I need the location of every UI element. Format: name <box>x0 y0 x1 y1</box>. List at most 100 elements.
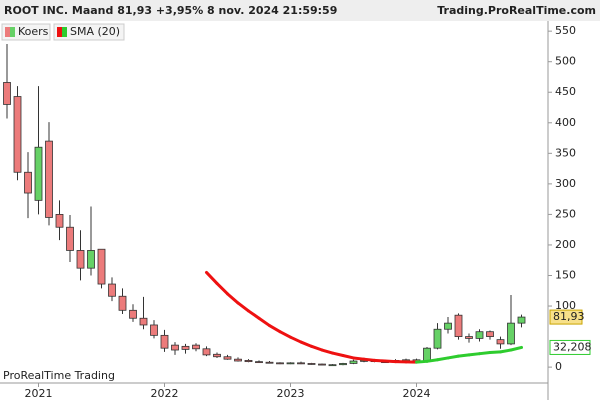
legend-label: Koers <box>18 25 49 38</box>
candle-body <box>34 146 43 201</box>
sma-segment <box>257 316 271 328</box>
candle-body <box>297 362 305 365</box>
sma-segment <box>478 350 492 356</box>
candle-body <box>475 331 484 339</box>
sma-segment <box>509 345 523 352</box>
candle-body <box>454 314 463 337</box>
legend-icon <box>10 27 15 37</box>
sma-segment <box>268 324 282 334</box>
candle-body <box>87 250 95 269</box>
sma-segment <box>362 357 376 362</box>
y-tick-label: 250 <box>555 207 576 220</box>
candle-body <box>318 363 326 366</box>
candle-body <box>66 226 74 251</box>
sma-segment <box>415 359 429 364</box>
y-tick-label: 350 <box>555 146 576 159</box>
sma-segment <box>215 281 229 296</box>
candle-body <box>276 362 284 365</box>
sma-segment <box>436 356 450 362</box>
candle-body <box>223 356 232 360</box>
candle-body <box>171 344 179 351</box>
y-tick-label: 300 <box>555 177 576 190</box>
header-bar <box>0 0 600 21</box>
candle-body <box>97 248 106 285</box>
sma-segment <box>425 358 439 363</box>
candle-body <box>339 363 347 366</box>
candle-body <box>181 345 190 350</box>
candle-body <box>328 364 337 367</box>
candle-body <box>202 348 211 356</box>
last-sma-box <box>549 339 591 355</box>
y-tick-label: 0 <box>555 360 562 373</box>
candle-body <box>129 309 137 319</box>
sma-segment <box>278 330 292 339</box>
legend-box <box>53 23 125 41</box>
sma-segment <box>457 353 471 358</box>
candle-body <box>349 360 358 364</box>
candle-body <box>286 362 295 365</box>
x-tick-label: 2021 <box>25 387 53 400</box>
last-price-label: 81,93 <box>553 310 585 323</box>
sma-segment <box>289 335 303 344</box>
sma-segment <box>373 358 387 363</box>
candle-body <box>265 361 274 364</box>
sma-segment <box>488 350 502 354</box>
candle-body <box>517 316 526 324</box>
candle-body <box>465 336 473 339</box>
sma-segment <box>205 270 219 285</box>
y-tick-label: 150 <box>555 268 576 281</box>
sma-segment <box>320 348 334 355</box>
y-tick-label: 400 <box>555 116 576 129</box>
candle-body <box>108 283 116 297</box>
candle-body <box>307 363 316 365</box>
sma-segment <box>236 301 250 313</box>
candle-body <box>244 359 253 363</box>
y-tick-label: 550 <box>555 24 576 37</box>
candle-body <box>55 214 64 228</box>
watermark: ProRealTime Trading <box>3 369 115 382</box>
candle-body <box>139 317 148 326</box>
candle-body <box>118 295 127 311</box>
header-source: Trading.ProRealTime.com <box>437 4 596 17</box>
candle-body <box>160 334 169 349</box>
candle-body <box>24 171 32 194</box>
sma-segment <box>446 354 460 360</box>
sma-segment <box>247 309 261 320</box>
plot-area <box>3 43 526 367</box>
candle-body <box>486 331 494 337</box>
sma-segment <box>331 351 345 358</box>
sma-segment <box>310 344 324 352</box>
sma-segment <box>499 348 513 354</box>
candle-body <box>192 344 200 350</box>
candle-body <box>444 322 452 330</box>
candle-body <box>234 358 242 362</box>
candle-body <box>433 328 442 349</box>
candle-body <box>423 347 431 362</box>
y-tick-label: 500 <box>555 55 576 68</box>
candle-body <box>13 96 22 173</box>
x-tick-label: 2022 <box>151 387 179 400</box>
sma-segment <box>352 356 366 361</box>
candle-body <box>76 250 85 269</box>
sma-segment <box>467 352 481 357</box>
sma-segment <box>383 359 397 364</box>
y-tick-label: 450 <box>555 85 576 98</box>
legend-icon <box>57 27 62 37</box>
candle-body <box>496 339 505 345</box>
candle-body <box>150 324 158 336</box>
y-tick-label: 200 <box>555 238 576 251</box>
header-title: ROOT INC. Maand 81,93 +3,95% 8 nov. 2024… <box>4 4 337 17</box>
legend-icon <box>5 27 10 37</box>
last-sma-label: 32,208 <box>553 340 592 353</box>
candle-body <box>3 82 11 105</box>
candle-body <box>213 353 221 358</box>
candle-body <box>507 322 515 345</box>
candle-body <box>255 361 263 364</box>
x-tick-label: 2024 <box>403 387 431 400</box>
legend-label: SMA (20) <box>70 25 120 38</box>
candle-body <box>45 140 53 218</box>
sma-segment <box>299 340 313 348</box>
legend-icon <box>62 27 67 37</box>
y-tick-label: 100 <box>555 299 576 312</box>
